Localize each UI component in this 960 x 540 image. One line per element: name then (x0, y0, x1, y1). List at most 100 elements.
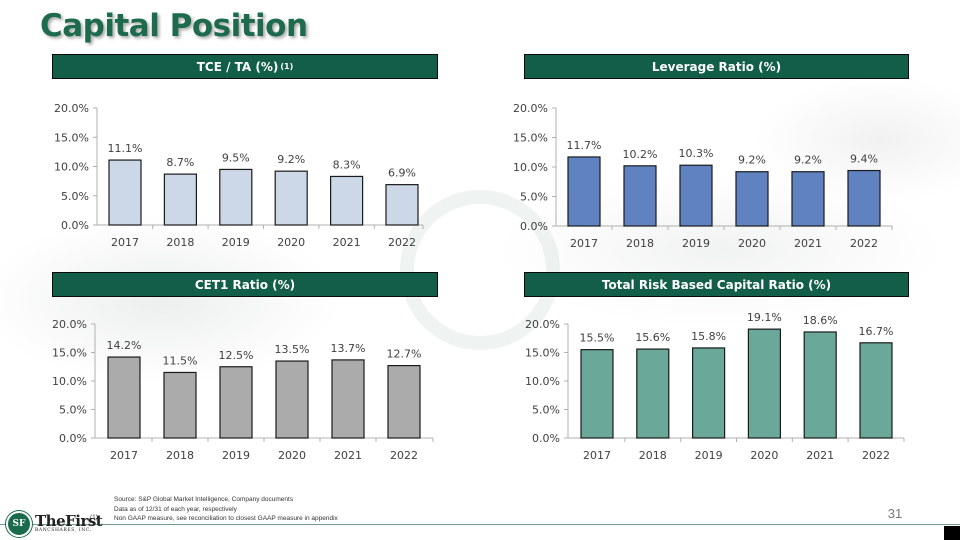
bar-2020 (735, 171, 769, 227)
x-tick-label: 2022 (850, 237, 878, 250)
axes: 0.0% 5.0% 10.0% 15.0% 20.0% (513, 102, 893, 233)
bar-2021 (791, 171, 825, 227)
data-label-2022: 9.4% (850, 153, 878, 166)
x-tick-label: 2017 (110, 449, 138, 462)
x-tick-label: 2020 (750, 449, 778, 462)
bar-2022 (385, 184, 419, 226)
data-label-2017: 14.2% (107, 339, 142, 352)
data-label-2018: 10.2% (623, 148, 658, 161)
data-label-2017: 15.5% (580, 332, 615, 345)
data-label-2020: 9.2% (738, 154, 766, 167)
data-label-2018: 8.7% (166, 156, 194, 169)
y-tick-label: 10.0% (525, 375, 560, 388)
data-label-2019: 15.8% (691, 330, 726, 343)
y-tick-label: 5.0% (520, 191, 548, 204)
y-tick-label: 0.0% (59, 432, 87, 445)
x-tick-label: 2017 (570, 237, 598, 250)
y-tick-label: 5.0% (59, 404, 87, 417)
footnote-date: Data as of 12/31 of each year, respectiv… (114, 505, 237, 513)
x-tick-label: 2018 (626, 237, 654, 250)
y-tick-label: 10.0% (54, 161, 89, 174)
bar-2022 (387, 365, 421, 439)
x-tick-label: 2022 (390, 449, 418, 462)
bar-2020 (275, 360, 309, 439)
bar-2021 (803, 331, 837, 439)
bar-2017 (107, 356, 141, 439)
panel-header-tce-ta: TCE / TA (%) (1) (52, 54, 438, 79)
data-label-2017: 11.7% (567, 139, 602, 152)
bar-2022 (847, 169, 881, 227)
page-title: Capital Position (40, 8, 308, 44)
x-tick-label: 2020 (277, 236, 305, 249)
bar-2017 (108, 159, 142, 226)
bar-2019 (219, 168, 253, 226)
y-tick-label: 15.0% (513, 132, 548, 145)
y-tick-label: 15.0% (525, 347, 560, 360)
y-tick-label: 20.0% (513, 102, 548, 115)
axes: 0.0% 5.0% 10.0% 15.0% 20.0% (54, 102, 424, 232)
y-tick-label: 15.0% (54, 131, 89, 144)
y-tick-label: 15.0% (52, 347, 87, 360)
y-tick-label: 0.0% (520, 220, 548, 233)
panel-header-total-risk: Total Risk Based Capital Ratio (%) (524, 272, 909, 297)
panel-header-leverage: Leverage Ratio (%) (524, 54, 909, 79)
logo-subtitle: BANCSHARES, INC. (35, 528, 92, 534)
data-label-2019: 9.5% (222, 151, 250, 164)
panel-title: CET1 Ratio (%) (194, 277, 296, 292)
x-tick-label: 2022 (862, 449, 890, 462)
x-tick-label: 2017 (111, 236, 139, 249)
footnotes: Source: S&P Global Market Intelligence, … (114, 495, 338, 524)
x-tick-label: 2021 (333, 236, 361, 249)
footnote-non-gaap: Non GAAP measure, see reconciliation to … (114, 515, 338, 522)
footnote-marker: (1) (90, 514, 98, 521)
bar-2022 (859, 342, 893, 439)
data-label-2021: 13.7% (331, 342, 366, 355)
footnote-source: Source: S&P Global Market Intelligence, … (114, 496, 294, 503)
bar-2019 (679, 164, 713, 227)
bar-2017 (567, 156, 601, 227)
data-label-2021: 9.2% (794, 154, 822, 167)
y-tick-label: 10.0% (513, 161, 548, 174)
bar-2018 (636, 348, 670, 439)
panel-title: Leverage Ratio (%) (651, 59, 782, 74)
data-label-2021: 8.3% (333, 158, 361, 171)
x-tick-label: 2019 (682, 237, 710, 250)
bar-2017 (580, 349, 614, 439)
footer-divider (0, 524, 960, 525)
x-tick-label: 2021 (806, 449, 834, 462)
y-tick-label: 20.0% (54, 102, 89, 115)
data-label-2017: 11.1% (108, 142, 143, 155)
bar-2020 (747, 328, 782, 439)
data-label-2018: 15.6% (635, 331, 670, 344)
y-tick-label: 10.0% (52, 375, 87, 388)
data-label-2020: 19.1% (747, 311, 782, 324)
x-tick-label: 2021 (334, 449, 362, 462)
y-tick-label: 0.0% (61, 219, 89, 232)
x-tick-label: 2018 (166, 449, 194, 462)
y-tick-label: 0.0% (532, 432, 560, 445)
data-label-2019: 10.3% (679, 147, 714, 160)
bar-2018 (623, 165, 657, 227)
panel-header-cet1: CET1 Ratio (%) (52, 272, 438, 297)
bar-2021 (331, 359, 365, 439)
axes: 0.0% 5.0% 10.0% 15.0% 20.0% (525, 318, 905, 445)
data-label-2022: 6.9% (388, 167, 416, 180)
x-tick-label: 2018 (166, 236, 194, 249)
x-tick-label: 2019 (695, 449, 723, 462)
bar-2019 (691, 347, 726, 439)
y-tick-label: 20.0% (525, 318, 560, 331)
page-number: 31 (887, 506, 903, 521)
axes: 0.0% 5.0% 10.0% 15.0% 20.0% (52, 318, 434, 445)
x-tick-label: 2019 (222, 236, 250, 249)
logo-emblem-icon: SF (6, 511, 32, 537)
y-tick-label: 5.0% (532, 404, 560, 417)
y-tick-label: 5.0% (61, 190, 89, 203)
bar-2018 (163, 371, 197, 439)
bar-2018 (163, 173, 197, 226)
x-tick-label: 2020 (738, 237, 766, 250)
company-logo: SF TheFirst BANCSHARES, INC. (6, 511, 103, 537)
bar-2020 (274, 170, 308, 226)
